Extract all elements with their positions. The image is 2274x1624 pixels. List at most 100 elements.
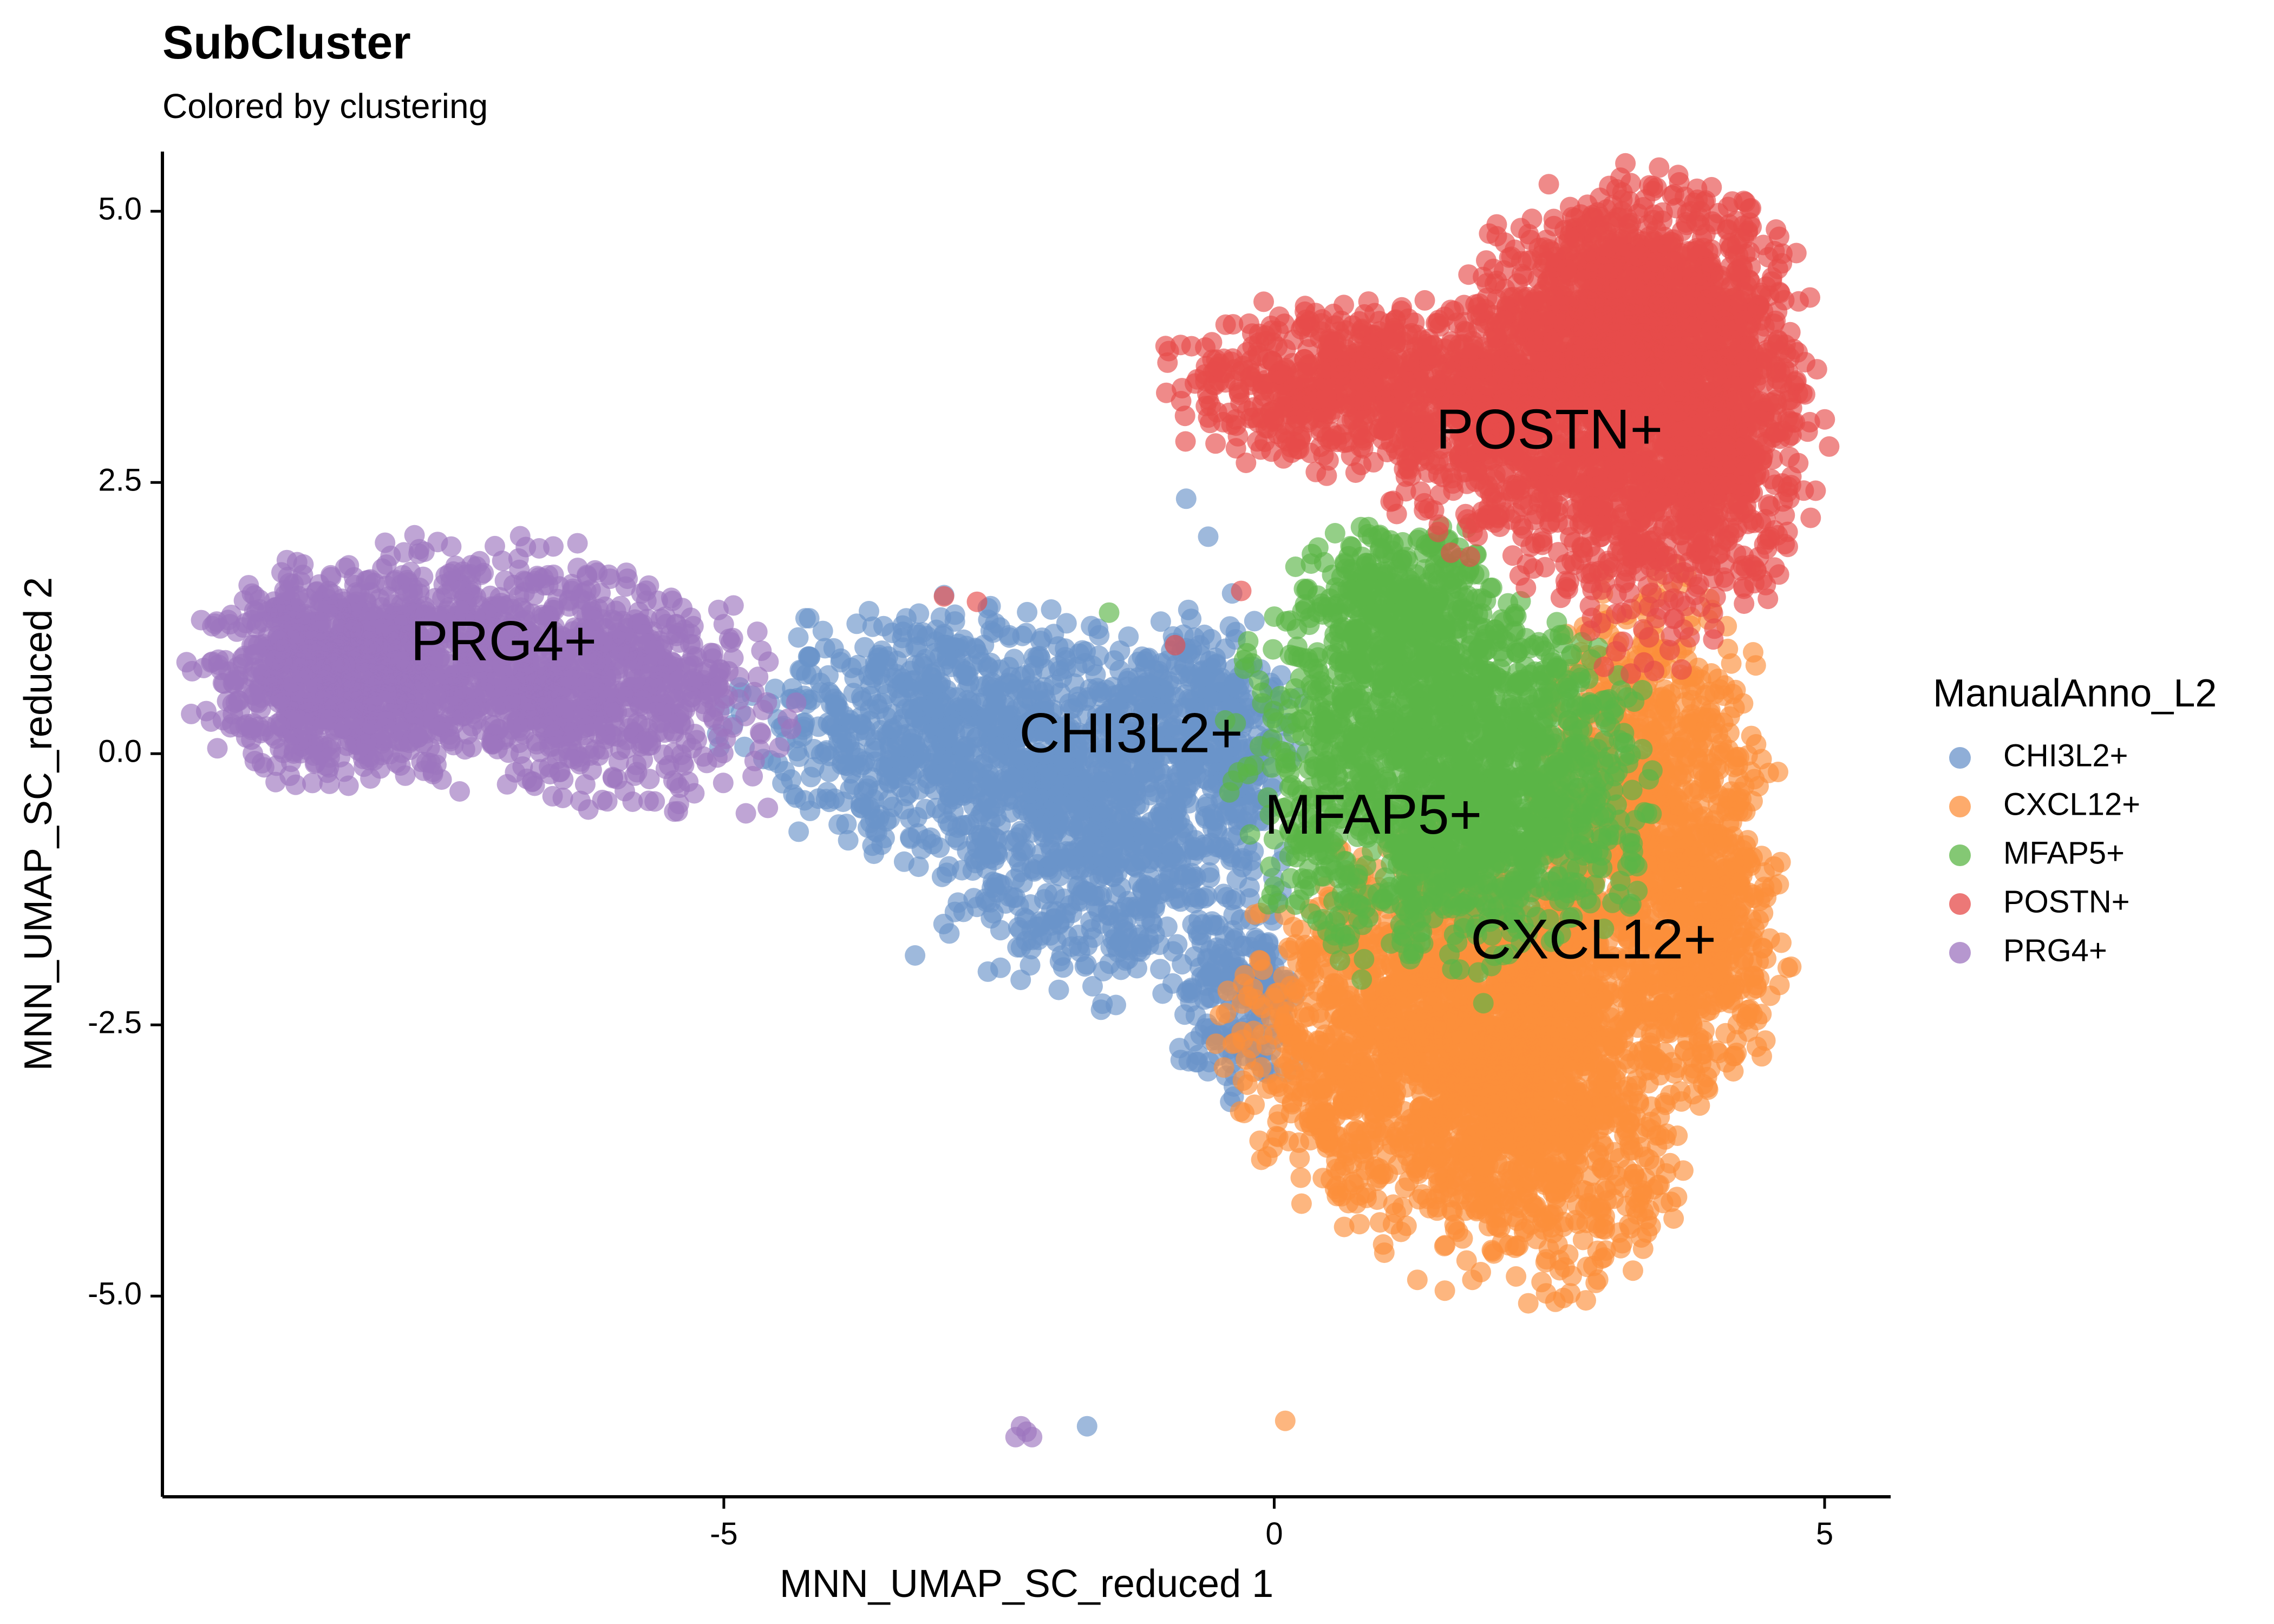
data-point [1162, 973, 1183, 994]
data-point [1290, 1167, 1311, 1188]
data-point [1117, 890, 1138, 912]
data-point [1545, 1291, 1566, 1312]
data-point [1299, 1111, 1320, 1132]
data-point [922, 762, 943, 783]
data-point [1138, 934, 1159, 955]
data-point [1191, 966, 1212, 987]
data-point [1539, 1005, 1560, 1026]
data-point [1083, 927, 1103, 948]
chart-title: SubCluster [162, 17, 411, 69]
data-point [1116, 921, 1138, 942]
data-point [1213, 1057, 1234, 1078]
data-point [1076, 1416, 1097, 1437]
data-point [1185, 830, 1206, 851]
data-point [1592, 1219, 1613, 1239]
data-point [1447, 1221, 1468, 1242]
data-point [1348, 1017, 1368, 1038]
data-point [1456, 1250, 1477, 1271]
data-point [1515, 1177, 1535, 1198]
data-point [1106, 994, 1126, 1016]
data-point [1031, 627, 1053, 649]
data-point [1649, 1125, 1670, 1146]
data-point [1231, 993, 1252, 1014]
data-point [1145, 781, 1166, 802]
data-point [1633, 1201, 1654, 1222]
data-point [1250, 951, 1271, 972]
data-point [880, 738, 900, 759]
data-point [1531, 1132, 1552, 1153]
data-point [938, 638, 959, 659]
data-point [932, 803, 953, 824]
data-point [935, 725, 956, 745]
data-point [1369, 1212, 1390, 1233]
data-point [1040, 925, 1061, 946]
data-point [1143, 762, 1164, 783]
data-point [1298, 1069, 1319, 1090]
data-point [1593, 1247, 1615, 1268]
data-point [834, 705, 855, 726]
data-point [1210, 1005, 1231, 1026]
data-point [818, 712, 839, 734]
data-point [1158, 797, 1179, 818]
data-point [868, 780, 889, 801]
data-point [973, 634, 995, 656]
data-point [1199, 867, 1220, 888]
data-point [1401, 1114, 1422, 1135]
data-point [1024, 861, 1044, 882]
data-point [1175, 488, 1197, 509]
data-point [1450, 1106, 1472, 1127]
data-point [1195, 796, 1217, 817]
data-point [788, 627, 809, 648]
data-point [850, 797, 871, 818]
data-point [1533, 1089, 1554, 1110]
data-point [882, 718, 903, 739]
data-point [800, 767, 821, 788]
data-point [925, 680, 946, 702]
data-point [977, 656, 998, 677]
data-point [859, 601, 879, 621]
data-point [979, 797, 1000, 818]
data-point [840, 739, 861, 759]
data-point [1232, 848, 1253, 869]
data-point [896, 756, 917, 777]
data-point [1499, 1092, 1520, 1114]
data-point [1262, 1074, 1283, 1095]
data-point [1198, 526, 1219, 547]
data-point [1549, 1165, 1570, 1186]
data-point [1109, 640, 1131, 662]
data-point [1166, 654, 1187, 676]
data-point [1463, 1083, 1484, 1104]
data-point [1187, 1051, 1208, 1072]
data-point [1349, 1214, 1370, 1235]
data-point [1342, 1096, 1363, 1117]
data-point [1118, 948, 1139, 970]
data-point [1567, 1194, 1587, 1215]
data-point [1564, 1127, 1585, 1148]
data-point [1518, 1293, 1539, 1314]
data-point [1617, 1076, 1638, 1097]
points-layer [176, 153, 1840, 1448]
data-point [900, 828, 921, 849]
data-point [1010, 970, 1031, 991]
data-point [1595, 1178, 1616, 1199]
data-point [1285, 934, 1306, 955]
data-point [981, 677, 1002, 698]
data-point [1243, 1061, 1264, 1082]
data-point [1385, 1072, 1406, 1093]
data-point [1205, 915, 1225, 936]
data-point [1443, 1024, 1465, 1045]
data-point [1624, 1164, 1644, 1185]
data-point [1020, 894, 1041, 915]
data-point [1367, 1189, 1388, 1210]
data-point [1572, 1091, 1593, 1112]
data-point [854, 637, 875, 658]
data-point [786, 787, 807, 808]
data-point [1193, 666, 1214, 687]
data-point [1485, 1019, 1506, 1040]
data-point [1180, 874, 1201, 895]
data-point [1150, 611, 1171, 632]
data-point [1530, 1026, 1551, 1047]
data-point [1226, 678, 1247, 699]
data-point [1345, 1119, 1367, 1140]
